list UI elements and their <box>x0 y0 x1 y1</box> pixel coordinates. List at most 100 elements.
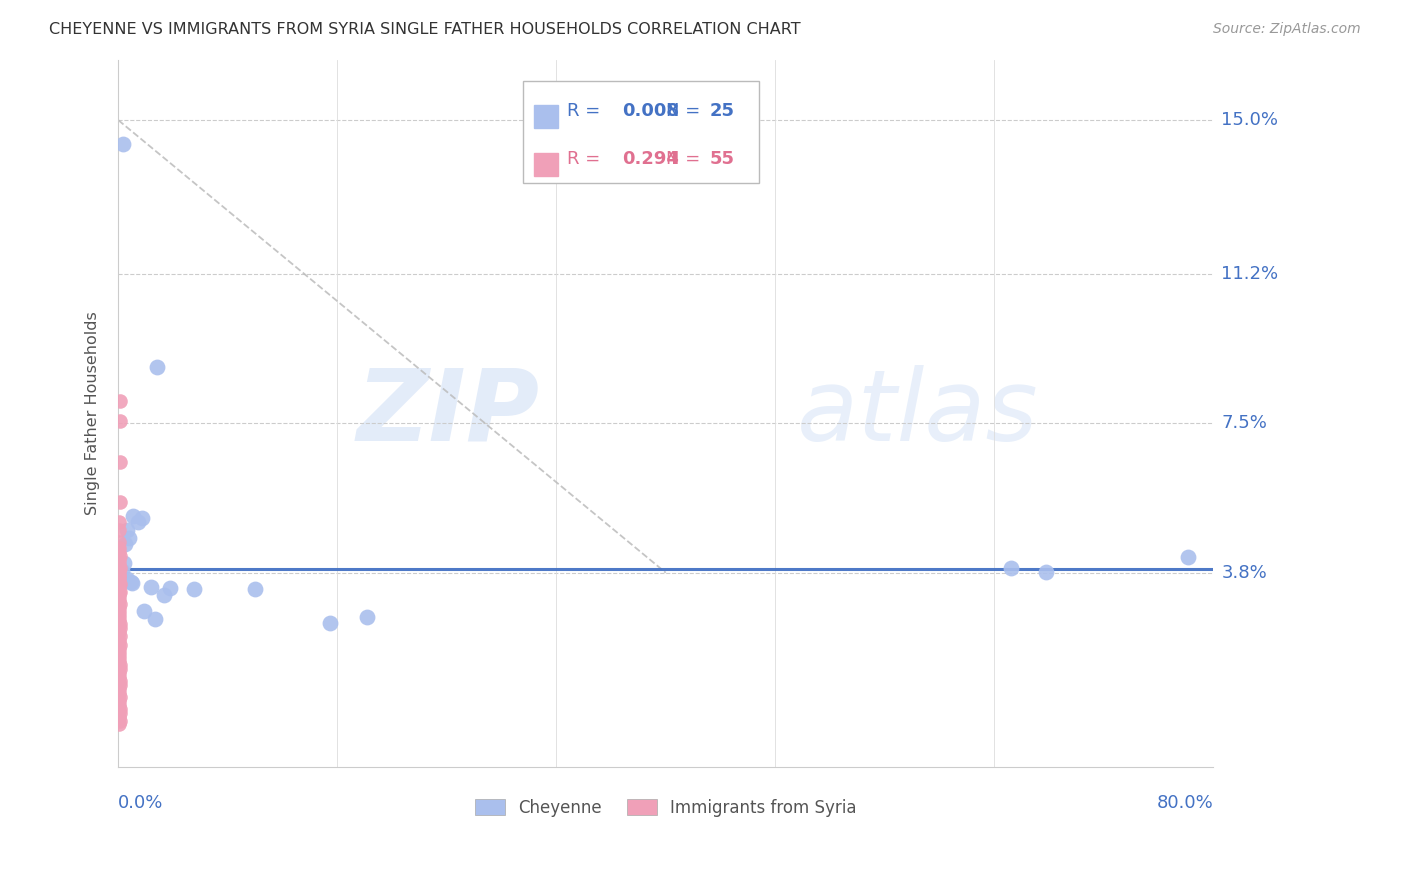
Point <box>245 582 267 596</box>
FancyBboxPatch shape <box>534 105 558 128</box>
Y-axis label: Single Father Households: Single Father Households <box>86 311 100 515</box>
Text: 11.2%: 11.2% <box>1222 265 1278 283</box>
Point <box>108 717 131 731</box>
Point <box>108 641 131 656</box>
Legend: Cheyenne, Immigrants from Syria: Cheyenne, Immigrants from Syria <box>467 790 865 825</box>
Point <box>108 673 131 688</box>
Point <box>108 569 131 583</box>
Text: CHEYENNE VS IMMIGRANTS FROM SYRIA SINGLE FATHER HOUSEHOLDS CORRELATION CHART: CHEYENNE VS IMMIGRANTS FROM SYRIA SINGLE… <box>49 22 801 37</box>
Point <box>108 698 131 713</box>
Point <box>108 681 131 696</box>
Point <box>108 605 131 619</box>
Point <box>108 541 131 555</box>
Point <box>183 582 205 596</box>
Point <box>112 556 135 570</box>
Text: N =: N = <box>665 103 700 120</box>
Text: 15.0%: 15.0% <box>1222 112 1278 129</box>
Point <box>108 597 131 611</box>
Point <box>108 585 131 599</box>
Point <box>112 137 135 152</box>
Point <box>108 601 131 615</box>
Point <box>152 588 174 602</box>
Text: 0.008: 0.008 <box>621 103 679 120</box>
Text: Source: ZipAtlas.com: Source: ZipAtlas.com <box>1213 22 1361 37</box>
Text: 3.8%: 3.8% <box>1222 564 1267 582</box>
Point <box>108 686 131 700</box>
Point <box>108 670 131 684</box>
Point <box>108 454 131 468</box>
Point <box>108 581 131 595</box>
Point <box>108 702 131 716</box>
Point <box>108 665 131 680</box>
Point <box>108 706 131 721</box>
Text: 80.0%: 80.0% <box>1156 795 1213 813</box>
Point <box>110 414 132 428</box>
Point <box>108 609 131 624</box>
Point <box>108 633 131 648</box>
Point <box>108 714 131 729</box>
Point <box>108 617 131 632</box>
Point <box>120 574 142 589</box>
Point <box>145 359 167 374</box>
Point <box>115 572 138 586</box>
Point <box>108 565 131 579</box>
Point <box>108 523 131 537</box>
Point <box>108 646 131 660</box>
Point <box>108 561 131 575</box>
Point <box>108 535 131 549</box>
Point <box>122 509 145 524</box>
Text: 7.5%: 7.5% <box>1222 414 1267 433</box>
Point <box>108 649 131 664</box>
Point <box>108 613 131 627</box>
Point <box>111 564 134 578</box>
Point <box>108 654 131 668</box>
Point <box>108 589 131 603</box>
Text: atlas: atlas <box>797 365 1039 461</box>
Point <box>108 662 131 676</box>
Point <box>108 549 131 563</box>
Point <box>108 552 131 566</box>
Text: 25: 25 <box>710 103 734 120</box>
Point <box>108 557 131 571</box>
Point <box>108 621 131 635</box>
Point <box>108 593 131 607</box>
Point <box>127 515 149 529</box>
Text: R =: R = <box>567 151 600 169</box>
Point <box>108 394 131 409</box>
Point <box>319 616 342 631</box>
Text: 55: 55 <box>710 151 734 169</box>
Point <box>108 694 131 708</box>
Point <box>108 573 131 587</box>
Point <box>115 523 138 537</box>
Point <box>108 515 131 529</box>
FancyBboxPatch shape <box>534 153 558 177</box>
Point <box>108 569 131 583</box>
Point <box>108 495 131 509</box>
Point <box>131 511 153 525</box>
Point <box>134 604 156 618</box>
FancyBboxPatch shape <box>523 81 759 184</box>
Point <box>118 531 141 545</box>
Point <box>108 638 131 652</box>
Point <box>108 657 131 672</box>
Point <box>108 577 131 591</box>
Point <box>108 585 131 599</box>
Point <box>121 575 143 590</box>
Text: N =: N = <box>665 151 700 169</box>
Point <box>108 625 131 640</box>
Point <box>356 610 378 624</box>
Point <box>159 581 181 595</box>
Point <box>143 612 166 626</box>
Text: 0.0%: 0.0% <box>118 795 163 813</box>
Text: R =: R = <box>567 103 600 120</box>
Point <box>114 537 136 551</box>
Point <box>108 678 131 692</box>
Text: 0.294: 0.294 <box>621 151 679 169</box>
Point <box>1000 561 1022 575</box>
Point <box>1177 550 1199 565</box>
Point <box>1035 565 1057 579</box>
Point <box>108 710 131 724</box>
Point <box>108 544 131 558</box>
Point <box>141 580 163 594</box>
Point <box>108 577 131 591</box>
